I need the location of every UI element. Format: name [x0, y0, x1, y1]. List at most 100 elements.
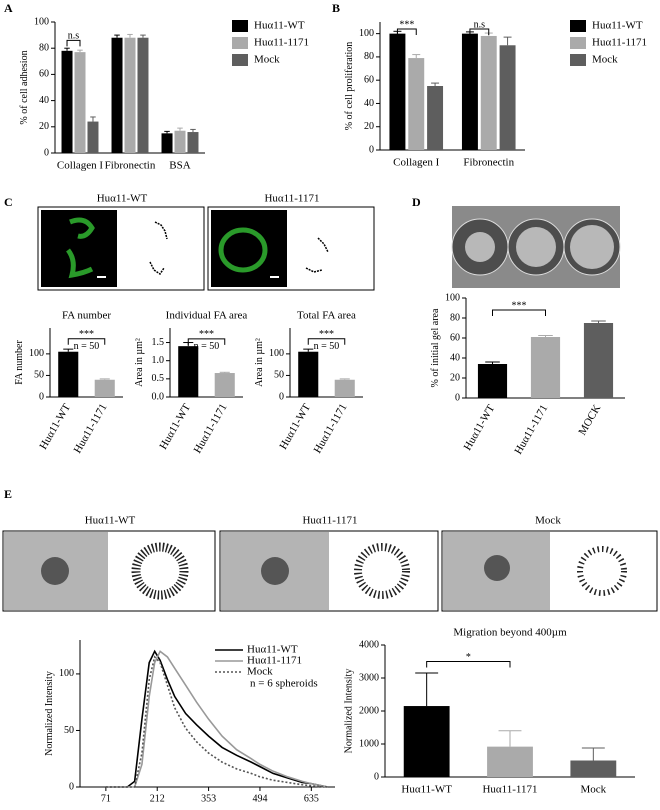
- x-tick-label: Huα11-WT: [37, 402, 73, 452]
- y-tick-label: 40: [39, 95, 49, 106]
- y-tick-label: 0: [69, 781, 74, 792]
- x-tick-label: 635: [304, 793, 319, 804]
- legend-swatch: [570, 54, 586, 66]
- x-tick-label: 494: [252, 793, 267, 804]
- annotation: n = 50: [74, 341, 100, 352]
- series-line: [105, 650, 328, 788]
- legend-label: Huα11-1171: [247, 655, 302, 667]
- significance-bracket: [396, 28, 417, 35]
- bar: [124, 37, 136, 153]
- bar: [499, 45, 516, 150]
- x-tick-label: Huα11-WT: [157, 402, 193, 452]
- legend-label: Huα11-1171: [254, 37, 309, 49]
- significance-bracket: [67, 338, 106, 345]
- y-tick-label: 0: [374, 771, 379, 782]
- y-tick-label: 100: [34, 16, 49, 27]
- spheroid: [261, 557, 289, 585]
- bar: [214, 373, 235, 397]
- y-tick-label: 1.5: [152, 337, 165, 348]
- bar: [334, 379, 355, 397]
- micrograph: [37, 206, 375, 291]
- legend-label: Mock: [592, 54, 618, 66]
- bar: [480, 35, 497, 150]
- bar: [389, 33, 406, 150]
- x-tick-label: Fibronectin: [463, 157, 514, 169]
- chart-title: Migration beyond 400µm: [453, 627, 567, 639]
- x-tick-label: Fibronectin: [105, 160, 156, 172]
- legend-swatch: [232, 20, 248, 32]
- y-tick-label: 0: [39, 391, 44, 402]
- y-tick-label: 100: [29, 348, 44, 359]
- y-tick-label: 1.0: [152, 355, 165, 366]
- y-tick-label: 4000: [359, 639, 379, 650]
- y-tick-label: 50: [34, 370, 44, 381]
- image-label: Huα11-1171: [264, 193, 319, 205]
- legend-label: Mock: [247, 666, 273, 678]
- bar: [583, 323, 614, 398]
- chart-title: Individual FA area: [166, 310, 248, 322]
- panel-letter: D: [412, 195, 421, 209]
- legend-label: Huα11-WT: [247, 644, 298, 656]
- y-axis-label: % of initial gel area: [430, 308, 441, 387]
- y-tick-label: 50: [274, 370, 284, 381]
- bar: [298, 351, 319, 397]
- bar: [111, 37, 123, 153]
- annotation: n.s: [68, 31, 80, 42]
- x-tick-label: Huα11-WT: [462, 403, 498, 453]
- x-tick-label: MOCK: [576, 403, 603, 438]
- y-axis-label: Normalized Intensity: [44, 671, 55, 756]
- x-tick-label: Huα11-1171: [512, 403, 550, 457]
- y-axis-label: % of cell adhesion: [19, 50, 30, 124]
- panel-letter: C: [4, 195, 13, 209]
- y-tick-label: 0: [455, 392, 460, 403]
- annotation: n = 50: [194, 341, 220, 352]
- significance-bracket: [492, 309, 546, 316]
- y-tick-label: 20: [364, 121, 374, 132]
- legend-label: Huα11-WT: [254, 20, 305, 32]
- annotation: *: [466, 652, 471, 663]
- annotation: n = 50: [314, 341, 340, 352]
- legend-swatch: [570, 37, 586, 49]
- scale-bar: [97, 276, 106, 278]
- annotation: ***: [399, 19, 414, 30]
- y-tick-label: 50: [64, 725, 74, 736]
- x-tick-label: Huα11-WT: [401, 784, 452, 796]
- y-tick-label: 20: [39, 121, 49, 132]
- y-tick-label: 60: [364, 74, 374, 85]
- invasion-mask: [577, 546, 627, 596]
- invasion-mask: [354, 543, 410, 599]
- y-tick-label: 0.0: [152, 391, 165, 402]
- adhesion: [218, 227, 268, 273]
- y-tick-label: 80: [364, 51, 374, 62]
- gel: [465, 232, 495, 262]
- gel-image: [451, 206, 621, 288]
- x-tick-label: 212: [150, 793, 165, 804]
- chart-title: Total FA area: [297, 310, 356, 322]
- spheroid: [484, 555, 510, 581]
- annotation: ***: [199, 329, 214, 340]
- y-tick-label: 20: [450, 372, 460, 383]
- image-label: Huα11-WT: [85, 515, 136, 527]
- gel: [570, 225, 614, 269]
- y-tick-label: 100: [359, 28, 374, 39]
- x-tick-label: 353: [201, 793, 216, 804]
- x-tick-label: Huα11-1171: [192, 402, 230, 456]
- significance-bracket: [426, 661, 511, 668]
- y-tick-label: 0.5: [152, 373, 165, 384]
- x-tick-label: Huα11-WT: [277, 402, 313, 452]
- bar: [161, 133, 173, 153]
- bar: [427, 86, 444, 150]
- legend-swatch: [232, 37, 248, 49]
- gel: [516, 227, 556, 267]
- fluorescence: [211, 210, 287, 287]
- bar: [570, 760, 617, 777]
- bar: [487, 746, 533, 777]
- significance-bracket: [307, 338, 346, 345]
- y-tick-label: 0: [369, 144, 374, 155]
- y-tick-label: 3000: [359, 672, 379, 683]
- y-tick-label: 80: [39, 42, 49, 53]
- y-axis-label: Normalized Intensity: [343, 669, 354, 754]
- bar: [58, 351, 79, 397]
- x-tick-label: Collagen I: [57, 160, 103, 172]
